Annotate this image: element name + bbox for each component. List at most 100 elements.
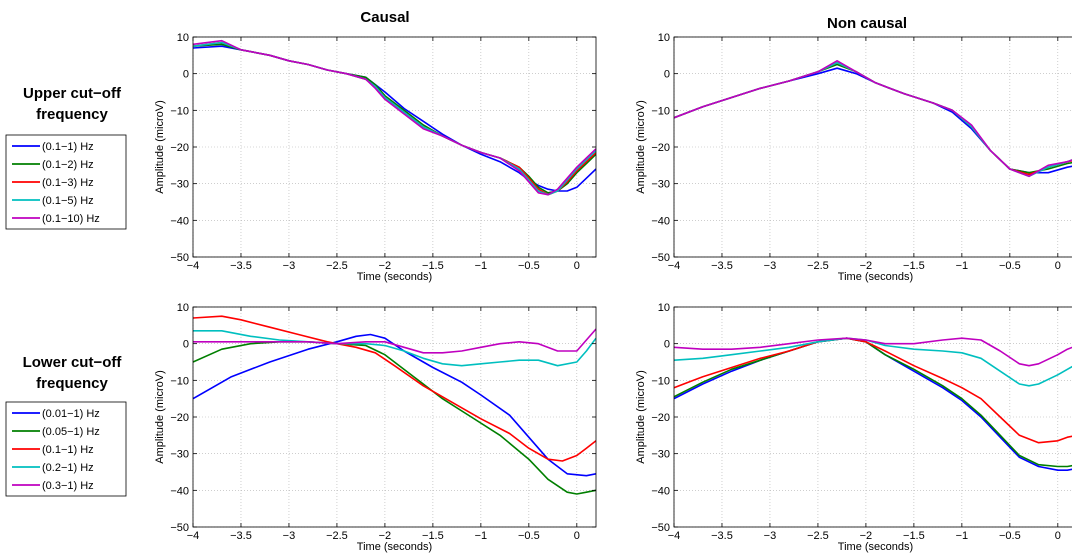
x-tick-label: −2 [379,260,392,272]
x-tick-label: −3.5 [230,530,252,542]
y-tick-label: 0 [664,69,670,81]
x-tick-label: −2.5 [807,260,829,272]
series-line-2 [674,337,1072,444]
y-tick-label: 0 [183,69,189,81]
series-line-1 [193,43,596,194]
x-tick-label: −1 [956,260,969,272]
series-line-3 [674,61,1072,178]
y-tick-label: 10 [177,302,189,314]
y-tick-label: −40 [651,215,670,227]
x-tick-label: 0 [1055,260,1061,272]
x-tick-label: −0.5 [999,530,1021,542]
chart-panel-2: −4 −3.5 −3 −2.5 −2 −1.5 −1 −0.5 0 10 0 −10 −20 −30 −40… [154,302,597,553]
legend-label: (0.2−1) Hz [42,462,94,474]
x-tick-label: −2.5 [326,260,348,272]
y-tick-label: 0 [183,339,189,351]
x-tick-label: −2.5 [326,530,348,542]
series-line-2 [193,41,596,196]
row-title-upper-line2: frequency [36,106,108,123]
legend-label: (0.1−2) Hz [42,159,94,171]
y-tick-label: −50 [170,522,189,534]
x-tick-label: −2 [860,260,873,272]
y-axis-label: Amplitude (microV) [154,370,166,464]
x-tick-label: −3 [764,530,777,542]
x-tick-label: −0.5 [999,260,1021,272]
x-tick-label: −1.5 [903,260,925,272]
y-axis-label: Amplitude (microV) [635,370,647,464]
x-tick-label: −4 [187,530,200,542]
x-tick-label: −0.5 [518,260,540,272]
y-tick-label: −20 [651,142,670,154]
series-line-3 [674,337,1072,387]
legend: (0.1−1) Hz (0.1−2) Hz (0.1−3) Hz (0.1−5) Hz… [5,134,127,230]
y-tick-label: 10 [177,32,189,44]
y-tick-label: −20 [170,142,189,154]
x-tick-label: −2 [379,530,392,542]
y-tick-label: −10 [651,375,670,387]
x-axis-label: Time (seconds) [838,271,913,283]
column-title-noncausal: Non causal [827,15,907,32]
y-tick-label: 0 [664,339,670,351]
x-tick-label: −4 [668,260,681,272]
y-tick-label: −10 [170,375,189,387]
chart-panel-0: −4 −3.5 −3 −2.5 −2 −1.5 −1 −0.5 0 10 0 −10 −20 −30 −40… [154,32,597,283]
x-tick-label: 0 [574,260,580,272]
y-tick-label: −50 [170,252,189,264]
y-tick-label: −40 [651,485,670,497]
legend-label: (0.1−5) Hz [42,195,94,207]
y-tick-label: −30 [170,449,189,461]
series-line-0 [674,337,1072,471]
x-tick-label: −2 [860,530,873,542]
legend-label: (0.1−1) Hz [42,444,94,456]
legend-label: (0.1−1) Hz [42,141,94,153]
column-title-causal: Causal [360,9,409,26]
legend-label: (0.1−10) Hz [42,213,100,225]
x-tick-label: −4 [668,530,681,542]
row-title-upper-line1: Upper cut−off [23,85,122,102]
x-tick-label: −3.5 [230,260,252,272]
series-line-1 [674,337,1072,468]
chart-panel-3: −4 −3.5 −3 −2.5 −2 −1.5 −1 −0.5 0 10 0 −10 −20 −30 −40… [635,302,1072,553]
legend-label: (0.1−3) Hz [42,177,94,189]
y-tick-label: −10 [651,105,670,117]
y-axis-label: Amplitude (microV) [154,100,166,194]
series-line-0 [193,333,596,477]
y-tick-label: −10 [170,105,189,117]
y-tick-label: −20 [651,412,670,424]
x-tick-label: −3.5 [711,260,733,272]
x-tick-label: −3.5 [711,530,733,542]
y-tick-label: −40 [170,485,189,497]
legend: (0.01−1) Hz (0.05−1) Hz (0.1−1) Hz (0.2−1) … [5,401,127,497]
x-tick-label: 0 [1055,530,1061,542]
row-title-lower-line1: Lower cut−off [23,354,123,371]
x-axis-label: Time (seconds) [838,541,913,553]
y-tick-label: 10 [658,302,670,314]
x-tick-label: −3 [764,260,777,272]
x-tick-label: −4 [187,260,200,272]
y-tick-label: −50 [651,252,670,264]
x-tick-label: −2.5 [807,530,829,542]
y-axis-label: Amplitude (microV) [635,100,647,194]
x-tick-label: 0 [574,530,580,542]
x-tick-label: −1 [475,530,488,542]
x-axis-label: Time (seconds) [357,271,432,283]
chart-panel-1: −4 −3.5 −3 −2.5 −2 −1.5 −1 −0.5 0 10 0 −10 −20 −30 −40… [635,32,1072,283]
series-line-2 [674,61,1072,176]
x-tick-label: −1.5 [422,530,444,542]
y-tick-label: −20 [170,412,189,424]
x-tick-label: −1.5 [422,260,444,272]
y-tick-label: −50 [651,522,670,534]
series-line-4 [674,337,1072,367]
series-line-4 [193,328,596,354]
y-tick-label: −30 [170,179,189,191]
x-axis-label: Time (seconds) [357,541,432,553]
x-tick-label: −0.5 [518,530,540,542]
series-line-3 [193,330,596,367]
row-title-lower-line2: frequency [36,375,108,392]
legend-label: (0.05−1) Hz [42,426,100,438]
series-line-4 [674,60,1072,178]
legend-label: (0.3−1) Hz [42,480,94,492]
series-line-0 [193,45,596,192]
x-tick-label: −3 [283,530,296,542]
